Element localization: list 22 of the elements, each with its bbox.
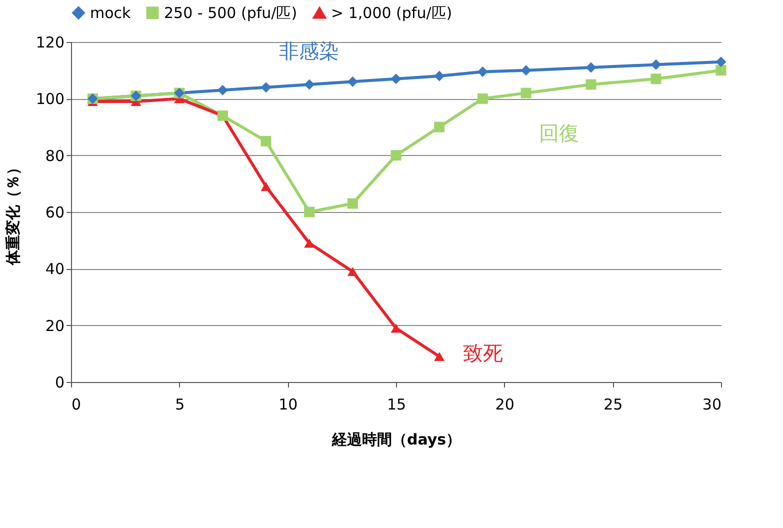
- y-tick-label: 0: [54, 374, 64, 392]
- x-axis-title: 経過時間（days）: [330, 430, 462, 448]
- x-tick-label: 20: [495, 396, 514, 414]
- annotation: 非感染: [279, 39, 339, 63]
- y-tick-label: 120: [36, 34, 64, 52]
- legend-label: mock: [90, 4, 132, 22]
- x-tick-label: 0: [72, 396, 82, 414]
- x-tick-label: 5: [175, 396, 185, 414]
- legend-label: 250 - 500 (pfu/匹): [164, 4, 298, 22]
- y-tick-label: 60: [45, 204, 64, 222]
- x-tick-label: 10: [278, 396, 298, 414]
- y-tick-label: 80: [45, 146, 64, 165]
- annotation: 回復: [539, 121, 579, 145]
- x-tick-label: 30: [702, 396, 722, 414]
- y-tick-label: 40: [45, 260, 64, 278]
- y-axis-title: 体重変化（％）: [4, 160, 22, 266]
- annotation: 致死: [463, 341, 503, 365]
- x-tick-label: 25: [604, 396, 623, 414]
- x-tick-label: 15: [386, 396, 406, 414]
- legend-label: > 1,000 (pfu/匹): [331, 4, 452, 22]
- y-tick-label: 20: [45, 316, 64, 335]
- y-tick-label: 100: [36, 90, 64, 108]
